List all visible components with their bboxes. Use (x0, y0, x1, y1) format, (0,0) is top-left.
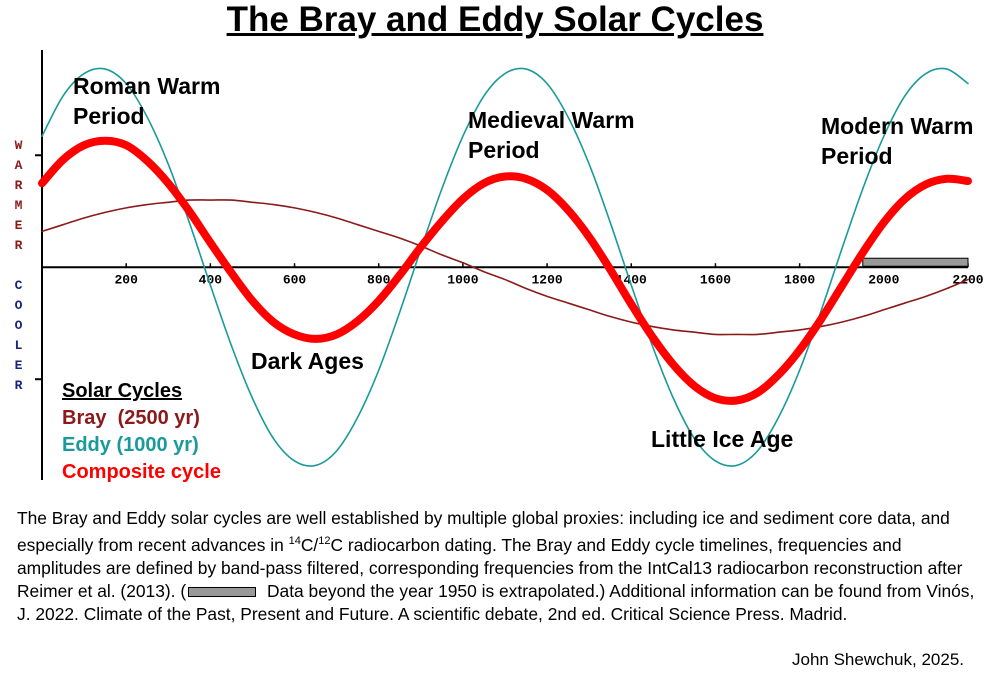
x-tick-label: 1000 (447, 273, 478, 288)
annotation: Modern Warm Period (821, 113, 974, 169)
legend-title: Solar Cycles (62, 380, 183, 402)
x-tick-label: 400 (199, 273, 223, 288)
caption-text: C/ (300, 534, 319, 555)
y-label-upper: WARMER (11, 138, 26, 258)
x-tick-label: 200 (114, 273, 138, 288)
series-line (38, 136, 972, 405)
x-tick-label: 2000 (868, 273, 899, 288)
x-tick-label: 1200 (531, 273, 562, 288)
legend-entry: Composite cycle (62, 461, 221, 483)
x-tick-label: 1800 (784, 273, 815, 288)
x-tick-label: 800 (367, 273, 391, 288)
annotation: Little Ice Age (651, 426, 794, 452)
legend: Solar Cycles Bray (2500 yr) Eddy (1000 yr… (62, 378, 221, 486)
annotation: Roman Warm Period (73, 73, 221, 129)
caption-text: The Bray and Eddy solar cycles are well … (17, 508, 950, 555)
legend-entry: Eddy (1000 yr) (62, 434, 199, 456)
credit: John Shewchuk, 2025. (791, 650, 964, 669)
caption: The Bray and Eddy solar cycles are well … (17, 507, 979, 626)
annotation: Medieval Warm Period (468, 107, 635, 163)
extrapolation-bar (862, 257, 969, 267)
x-tick-label: 600 (283, 273, 307, 288)
y-label-lower: COOLER (11, 278, 26, 398)
annotation: Dark Ages (251, 348, 364, 374)
caption-sup: 12 (318, 535, 331, 547)
chart-title: The Bray and Eddy Solar Cycles (226, 0, 764, 39)
legend-entry: Bray (2500 yr) (62, 407, 200, 429)
extrapolation-icon (188, 587, 257, 598)
caption-text: Data beyond the year 1950 is extrapolate… (17, 580, 975, 624)
caption-sup: 14 (288, 535, 301, 547)
x-tick-label: 1600 (700, 273, 731, 288)
caption-text: C radiocarbon dating. The Bray and Eddy … (17, 534, 963, 601)
